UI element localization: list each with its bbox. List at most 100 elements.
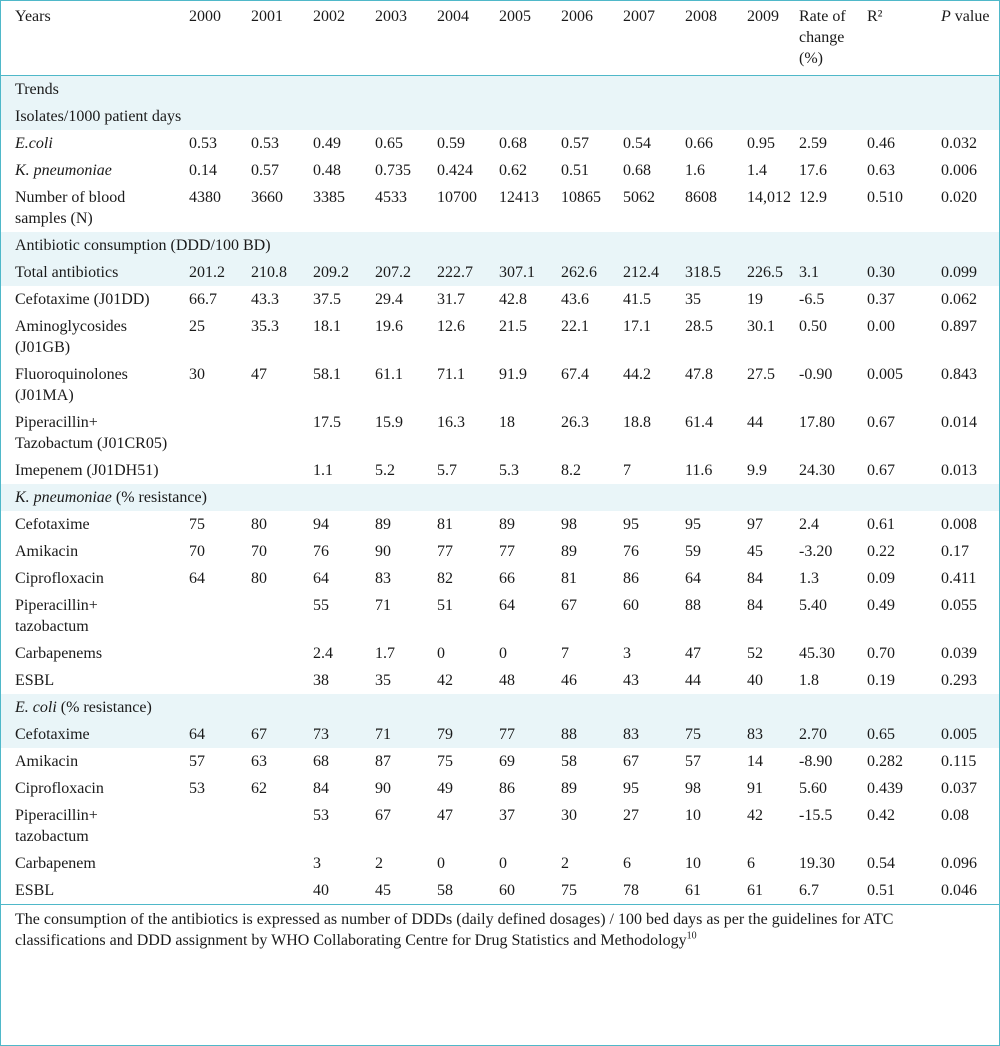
table-cell: 46	[561, 672, 577, 689]
table-cell: 0.68	[623, 162, 651, 179]
row-label: Ciprofloxacin	[15, 780, 104, 797]
table-cell: 201.2	[189, 259, 251, 286]
table-cell: 60	[623, 597, 639, 614]
table-cell: 90	[375, 780, 391, 797]
table-cell: 0.62	[499, 162, 527, 179]
table-cell: 1.3	[799, 570, 819, 587]
table-cell: 8.2	[561, 462, 581, 479]
table-cell: 14	[747, 753, 763, 770]
table-cell: 0.510	[867, 189, 903, 206]
table-cell: 0.53	[189, 135, 217, 152]
table-cell: -0.90	[799, 366, 833, 383]
table-cell: 5062	[623, 189, 655, 206]
table-cell: 42	[437, 672, 453, 689]
table-row: Piperacillin+ Tazobactum (J01CR05) 17.5 15…	[1, 409, 999, 457]
table-cell	[251, 640, 313, 667]
table-cell: 3	[313, 855, 321, 872]
table-cell: 91	[747, 780, 763, 797]
header-cell-year: 2006	[561, 8, 593, 25]
row-label: Imepenem (J01DH51)	[15, 462, 159, 479]
table-cell: 91.9	[499, 366, 527, 383]
table-cell: 77	[499, 543, 515, 560]
table-cell: 210.8	[251, 259, 313, 286]
row-label: Carbapenems	[15, 645, 103, 662]
table-cell: 37	[499, 807, 515, 824]
table-row: Number of blood samples (N) 4380 3660 3385 4…	[1, 184, 999, 232]
row-label: Amikacin	[15, 753, 79, 770]
table-cell: 76	[623, 543, 639, 560]
table-cell: 3385	[313, 189, 345, 206]
table-cell: 12.6	[437, 318, 465, 335]
table-cell: 78	[623, 882, 639, 899]
table-cell: 42	[747, 807, 763, 824]
table-cell: 66.7	[189, 291, 217, 308]
table-cell: 71.1	[437, 366, 465, 383]
table-cell: 25	[189, 318, 205, 335]
table-cell: 0.14	[189, 162, 217, 179]
table-cell	[189, 457, 251, 484]
table-cell: 53	[313, 807, 329, 824]
table-cell: 66	[499, 570, 515, 587]
table-cell: 31.7	[437, 291, 465, 308]
table-cell: 41.5	[623, 291, 651, 308]
table-cell: 61.4	[685, 414, 713, 431]
table-cell: 69	[499, 753, 515, 770]
header-row: Years 2000 2001 2002 2003 2004 2005 2006…	[1, 1, 999, 76]
footnote-text: The consumption of the antibiotics is ex…	[15, 911, 894, 949]
row-label: Number of blood samples (N)	[15, 189, 126, 227]
section-label: E. coli (% resistance)	[1, 694, 999, 721]
table-cell: 3	[623, 645, 631, 662]
section-label-organism: E. coli	[15, 699, 57, 716]
table-cell: 17.1	[623, 318, 651, 335]
table-cell: 45.30	[799, 645, 835, 662]
table-cell: 0	[499, 645, 507, 662]
table-cell: 0.65	[867, 721, 927, 748]
table-row: Amikacin 57 63 68 87 75 69 58 67 57 14 -8.90 0.282 0.…	[1, 748, 999, 775]
table-cell	[189, 877, 251, 905]
table-cell: 94	[313, 516, 329, 533]
table-row: ESBL 40 45 58 60 75 78 61 61 6.7 0.51 0.046	[1, 877, 999, 905]
table-cell: 207.2	[375, 259, 437, 286]
table-cell: 37.5	[313, 291, 341, 308]
table-cell: 82	[437, 570, 453, 587]
table-cell: 0.53	[251, 135, 279, 152]
table-cell: 35.3	[251, 318, 279, 335]
table-cell: 0.08	[941, 807, 969, 824]
section-row: Isolates/1000 patient days	[1, 103, 999, 130]
table-cell: 77	[437, 543, 453, 560]
table-cell: 0.51	[867, 882, 895, 899]
table-cell: 43.3	[251, 291, 279, 308]
table-cell: 67.4	[561, 366, 589, 383]
table-cell: 95	[623, 780, 639, 797]
table-cell: 2.4	[313, 645, 333, 662]
table-cell: 89	[561, 780, 577, 797]
row-label: Cefotaxime	[15, 516, 90, 533]
row-label: ESBL	[15, 672, 55, 689]
table-row: E.coli 0.53 0.53 0.49 0.65 0.59 0.68 0.57 0.54 0.…	[1, 130, 999, 157]
row-label: K. pneumoniae	[15, 162, 112, 179]
table-cell: 80	[251, 570, 267, 587]
row-label: Piperacillin+ Tazobactum (J01CR05)	[15, 414, 168, 452]
header-cell-year: 2007	[623, 8, 655, 25]
table-cell: 84	[313, 780, 329, 797]
header-cell-year: 2003	[375, 8, 407, 25]
row-label: Piperacillin+ tazobactum	[15, 597, 98, 635]
table-cell: 0.67	[867, 462, 895, 479]
table-row: Amikacin 70 70 76 90 77 77 89 76 59 45 -3.20 0.22 0.1…	[1, 538, 999, 565]
section-label-suffix: (% resistance)	[111, 489, 207, 506]
table-cell: 0	[437, 645, 445, 662]
table-cell: 5.60	[799, 780, 827, 797]
table-cell: 5.2	[375, 462, 395, 479]
table-cell: 0	[499, 855, 507, 872]
table-row: Piperacillin+ tazobactum 53 67 47 37 30 27 10 42…	[1, 802, 999, 850]
table-cell: 83	[623, 721, 685, 748]
table-cell: 2	[375, 855, 383, 872]
table-cell	[251, 667, 313, 694]
table-cell: 0.65	[375, 135, 403, 152]
table-cell: 97	[747, 516, 763, 533]
table-cell: 59	[685, 543, 701, 560]
table-cell: 51	[437, 597, 453, 614]
table-cell: 79	[437, 721, 499, 748]
table-cell: 43	[623, 672, 639, 689]
table-cell: 0.046	[941, 882, 977, 899]
